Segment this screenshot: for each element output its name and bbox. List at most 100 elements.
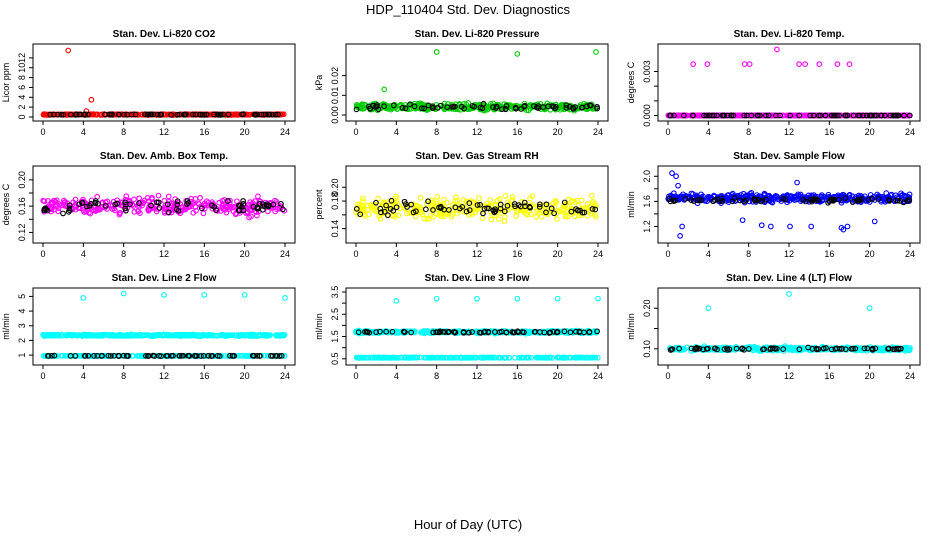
mean-point [155,199,162,206]
mean-point [872,345,879,352]
mean-point [731,195,738,201]
data-point [361,354,368,361]
data-point [168,209,175,216]
y-tick-label: 1.2 [642,220,652,233]
mean-point [197,111,203,118]
mean-point [217,112,224,118]
x-tick-label: 24 [280,371,290,381]
mean-point [174,111,181,118]
mean-point [501,208,508,215]
data-point [472,209,479,216]
mean-point [536,203,543,210]
y-axis-label: Licor ppm [1,63,11,103]
data-point [73,332,80,339]
data-point [264,332,270,338]
mean-point [85,353,92,359]
data-point [438,354,444,361]
data-point [484,106,491,113]
data-point [523,354,530,361]
mean-point [41,207,48,214]
data-point [504,199,511,206]
data-point [201,200,208,207]
y-tick-label: 0 [17,114,27,119]
mean-point [143,352,149,359]
data-point [438,213,445,220]
mean-point [553,329,560,336]
data-point [61,201,68,208]
data-point [372,354,378,361]
mean-point [279,206,286,213]
data-point [588,210,594,217]
y-tick-label: 2.0 [642,170,652,183]
data-point [242,353,249,359]
chart-title: Stan. Dev. Line 3 Flow [425,273,530,284]
mean-point [388,197,395,204]
mean-point [251,111,258,118]
mean-point [537,201,543,208]
mean-point [265,111,272,118]
data-point [884,112,891,119]
x-tick-label: 20 [865,249,875,259]
data-point [458,354,465,361]
mean-point [842,195,849,202]
mean-point [856,198,862,204]
data-point [875,193,882,199]
data-point [365,211,372,218]
mean-point [752,196,759,202]
data-point [278,111,285,118]
data-point [433,198,440,204]
outlier-point [88,96,95,103]
outlier-point [474,295,480,302]
data-point [590,354,597,361]
outlier-point [161,292,167,298]
data-point [487,197,494,203]
mean-point [158,111,165,118]
x-tick-label: 8 [746,371,751,381]
data-point [109,332,116,339]
data-point [481,354,488,361]
mean-point [373,329,380,335]
data-point [273,332,280,339]
mean-point [469,329,475,335]
y-tick-label: 0.20 [330,178,340,196]
mean-point [865,196,872,203]
mean-point [278,201,284,207]
data-point [502,193,509,199]
data-point [85,332,92,339]
data-point [222,332,228,339]
x-tick-label: 16 [199,371,209,381]
data-series [353,295,601,361]
data-point [444,354,451,361]
data-point [535,354,542,361]
mean-point [208,353,215,359]
mean-point [850,345,856,352]
mean-point [136,200,142,207]
mean-point [503,103,510,109]
mean-point [192,353,199,359]
data-point [561,202,568,209]
mean-point [820,345,827,352]
mean-point [121,111,127,118]
outlier-point [433,295,440,302]
data-point [562,211,569,218]
data-point [135,208,142,215]
mean-point [809,346,816,352]
outlier-point [846,61,853,67]
outlier-point [758,222,765,229]
data-point [281,332,288,338]
mean-point [796,112,802,119]
mean-point [741,346,747,353]
outlier-point [381,86,388,93]
data-point [248,332,255,339]
data-point [196,333,202,340]
data-point [204,332,211,339]
x-tick-label: 12 [159,371,169,381]
x-tick-label: 4 [81,127,86,137]
mean-point [503,329,510,336]
mean-point [852,345,859,352]
y-tick-label: 0.02 [330,67,340,85]
data-point [845,194,851,201]
x-tick-label: 0 [40,127,45,137]
mean-point [574,207,581,214]
data-point [754,345,761,351]
